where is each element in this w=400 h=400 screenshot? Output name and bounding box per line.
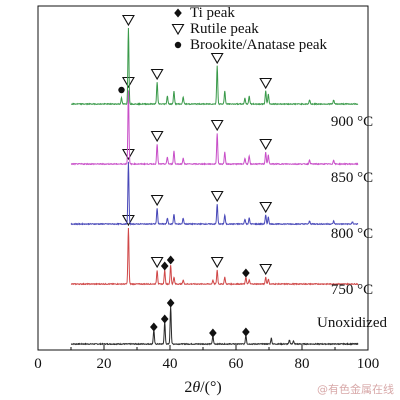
peak-marker-triangle-2-3: [259, 201, 273, 214]
x-tick-label-2: 40: [163, 356, 178, 372]
peak-marker-triangle-3-0: [121, 76, 135, 89]
series-4: 900 °C: [70, 14, 373, 130]
peak-marker-triangle-1-4: [210, 256, 224, 269]
peak-marker-diamond-1-3: [166, 255, 175, 265]
x-tick-label-1: 20: [97, 356, 112, 372]
series-line-3: [70, 90, 359, 166]
series-layer: Unoxidized 750 °C 800 °C 850 °C 900 °C: [70, 14, 387, 346]
peak-marker-triangle-4-3: [210, 52, 224, 65]
legend-marker-0: [174, 8, 182, 18]
series-line-1: [70, 227, 359, 286]
watermark: @有色金属在线: [317, 383, 394, 396]
x-tick-label-0: 0: [34, 356, 42, 372]
peak-marker-circle-4-0: [118, 86, 125, 94]
series-label-4: 900 °C: [331, 114, 373, 130]
x-axis-title: 2θ/(°): [184, 379, 221, 396]
peak-marker-diamond-0-3: [209, 328, 217, 338]
axes-layer: 0 20 40 60 80 100: [34, 5, 380, 372]
peak-marker-triangle-4-4: [259, 77, 273, 90]
peak-marker-triangle-1-1: [150, 256, 164, 269]
peak-marker-diamond-0-2: [166, 298, 175, 308]
series-1: 750 °C: [70, 214, 373, 298]
legend-marker-1: [171, 23, 185, 36]
series-line-2: [70, 161, 359, 226]
peak-marker-diamond-1-2: [160, 261, 169, 271]
series-2: 800 °C: [70, 148, 373, 242]
peak-marker-triangle-2-1: [150, 194, 164, 207]
legend-label-1: Rutile peak: [190, 21, 259, 37]
plot-frame: [37, 5, 369, 351]
series-3: 850 °C: [70, 76, 373, 186]
peak-marker-triangle-3-1: [150, 130, 164, 143]
series-label-1: 750 °C: [331, 282, 373, 298]
peak-marker-triangle-2-0: [121, 148, 135, 161]
legend-label-2: Brookite/Anatase peak: [190, 37, 328, 53]
peak-marker-triangle-4-1: [121, 14, 135, 27]
peak-marker-diamond-0-4: [242, 327, 250, 337]
peak-marker-triangle-4-2: [150, 68, 164, 81]
peak-marker-diamond-0-1: [160, 314, 169, 324]
legend-marker-2: [174, 41, 182, 49]
peak-marker-triangle-2-2: [210, 190, 224, 203]
peak-marker-diamond-0-0: [150, 322, 158, 332]
peak-marker-triangle-3-2: [210, 119, 224, 132]
x-tick-label-3: 60: [229, 356, 244, 372]
series-line-4: [70, 27, 359, 106]
series-line-0: [70, 306, 359, 346]
x-tick-label-4: 80: [295, 356, 310, 372]
series-label-0: Unoxidized: [317, 315, 387, 331]
series-0: Unoxidized: [70, 298, 387, 346]
series-label-3: 850 °C: [331, 170, 373, 186]
peak-marker-triangle-1-6: [259, 263, 273, 276]
peak-marker-triangle-3-3: [259, 138, 273, 151]
legend-label-0: Ti peak: [190, 5, 235, 21]
peak-marker-diamond-1-5: [242, 268, 250, 278]
series-label-2: 800 °C: [331, 226, 373, 242]
peak-marker-triangle-1-0: [121, 214, 135, 227]
x-tick-label-5: 100: [357, 356, 380, 372]
